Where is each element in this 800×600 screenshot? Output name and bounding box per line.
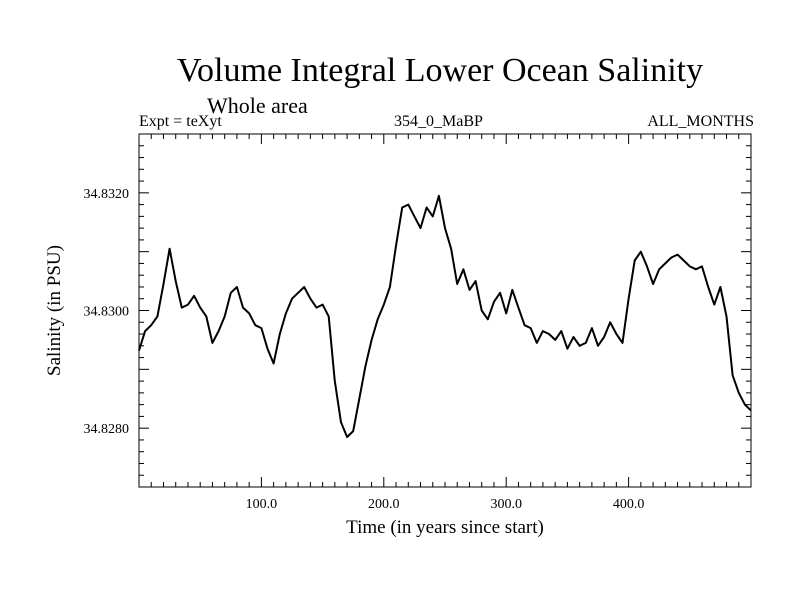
x-tick-label: 100.0 [246, 497, 278, 512]
x-axis-title: Time (in years since start) [346, 517, 544, 538]
x-tick-label: 400.0 [613, 497, 645, 512]
header-left-label: Expt = teXyt [139, 113, 222, 130]
x-tick-label: 200.0 [368, 497, 400, 512]
plot-frame [138, 133, 752, 488]
x-tick-label: 300.0 [490, 497, 522, 512]
chart-title: Volume Integral Lower Ocean Salinity [176, 52, 704, 89]
header-right-label: ALL_MONTHS [647, 113, 754, 130]
y-axis-title: Salinity (in PSU) [44, 245, 65, 376]
header-center-label: 354_0_MaBP [394, 113, 483, 130]
y-tick-label: 34.8320 [84, 187, 130, 202]
chart-subtitle: Whole area [207, 93, 308, 118]
y-tick-label: 34.8300 [84, 305, 130, 320]
y-tick-label: 34.8280 [84, 422, 130, 437]
axis-tick-labels: 100.0 200.0 300.0 400.0 34.8280 34.8300 34.832… [84, 187, 645, 512]
axis-ticks [138, 133, 752, 488]
salinity-series-line [138, 194, 752, 438]
